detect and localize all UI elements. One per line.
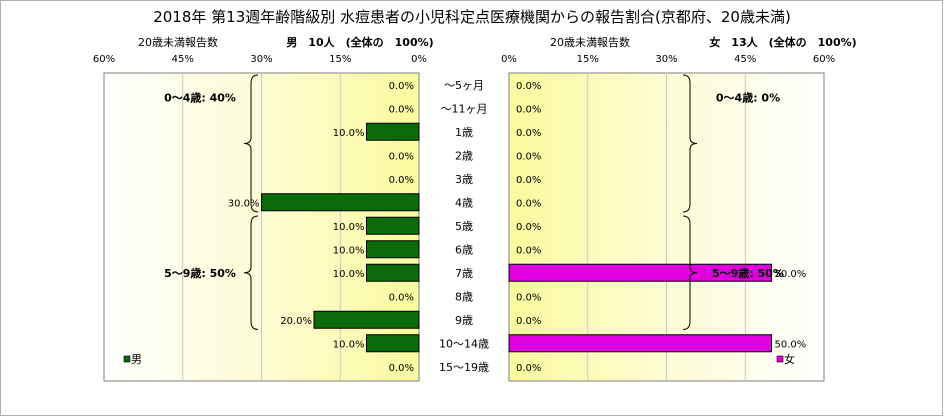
female-x-tick-label: 0%: [501, 54, 517, 65]
male-gridlines: [182, 73, 341, 381]
male-bar: [313, 310, 420, 329]
male-subtitle-total: 男 10人 (全体の 100%): [286, 35, 433, 49]
female-data-label: 0.0%: [516, 175, 541, 186]
female-data-label: 0.0%: [516, 292, 541, 303]
female-data-label: 0.0%: [516, 128, 541, 139]
age-category-label: 5歳: [455, 220, 473, 233]
age-category-label: 7歳: [455, 267, 473, 280]
male-legend-swatch: [123, 355, 131, 363]
male-bar: [366, 263, 420, 282]
male-legend: 男: [123, 353, 142, 366]
age-category-label: 8歳: [455, 290, 473, 303]
female-data-label: 50.0%: [775, 339, 807, 350]
age-category-label: 15～19歳: [439, 361, 489, 374]
female-age-group-braces: 0～4歳: 0% 5～9歳: 50%: [682, 74, 784, 330]
male-group-brace: [243, 74, 259, 213]
female-subtitle-total: 女 13人 (全体の 100%): [709, 35, 856, 49]
male-data-label: 20.0%: [280, 316, 312, 327]
male-x-axis-ticks: 60% 45% 30% 15% 0%: [93, 54, 427, 65]
male-group-label: 5～9歳: 50%: [164, 266, 236, 280]
male-x-tick-label: 60%: [93, 54, 115, 65]
female-group-label: 0～4歳: 0%: [716, 91, 780, 105]
female-data-label: 0.0%: [516, 245, 541, 256]
female-x-tick-label: 45%: [734, 54, 756, 65]
female-subtitle-count: 20歳未満報告数: [550, 36, 630, 49]
female-bar: [508, 334, 772, 353]
female-x-tick-label: 60%: [813, 54, 835, 65]
age-category-label: 9歳: [455, 314, 473, 327]
female-data-label: 0.0%: [516, 198, 541, 209]
age-category-label: 1歳: [455, 126, 473, 139]
female-bar: [508, 263, 772, 282]
male-x-tick-label: 0%: [411, 54, 427, 65]
age-category-label: 10～14歳: [439, 337, 489, 350]
age-category-label: ～5ヶ月: [444, 79, 484, 92]
male-age-group-braces: 0～4歳: 40% 5～9歳: 50%: [164, 74, 259, 330]
female-data-label: 0.0%: [516, 81, 541, 92]
male-data-label: 0.0%: [389, 81, 414, 92]
age-category-label: 4歳: [455, 196, 473, 209]
male-x-tick-label: 45%: [172, 54, 194, 65]
male-bars: 0.0% 0.0% 10.0% 0.0% 0.0% 30.0% 10.0% 10.0% 10.0…: [228, 81, 420, 374]
male-subtitle-count: 20歳未満報告数: [138, 36, 218, 49]
age-category-labels: ～5ヶ月 ～11ヶ月 1歳 2歳 3歳 4歳 5歳 6歳 7歳 8歳 9歳 10～14歳 15～19歳: [439, 79, 489, 374]
male-bar: [366, 216, 420, 235]
age-category-label: ～11ヶ月: [441, 102, 488, 115]
male-data-label: 10.0%: [333, 339, 365, 350]
male-bar: [261, 193, 420, 212]
male-data-label: 0.0%: [389, 104, 414, 115]
female-x-axis-ticks: 0% 15% 30% 45% 60%: [501, 54, 835, 65]
female-legend: 女: [776, 352, 795, 366]
male-data-label: 0.0%: [389, 363, 414, 374]
female-gridlines: [587, 73, 746, 381]
male-data-label: 0.0%: [389, 292, 414, 303]
male-bar: [366, 240, 420, 259]
age-category-label: 2歳: [455, 149, 473, 162]
age-category-label: 6歳: [455, 243, 473, 256]
female-bars: 0.0% 0.0% 0.0% 0.0% 0.0% 0.0% 0.0% 0.0% 50.0% 0.0…: [508, 81, 807, 374]
female-data-label: 0.0%: [516, 151, 541, 162]
male-data-label: 10.0%: [333, 269, 365, 280]
female-group-label: 5～9歳: 50%: [712, 266, 784, 280]
age-category-label: 3歳: [455, 173, 473, 186]
male-legend-label: 男: [131, 353, 142, 366]
female-legend-swatch: [776, 355, 784, 363]
male-data-label: 30.0%: [228, 198, 260, 209]
male-data-label: 0.0%: [389, 151, 414, 162]
male-group-label: 0～4歳: 40%: [164, 91, 236, 105]
female-data-label: 0.0%: [516, 316, 541, 327]
male-data-label: 10.0%: [333, 222, 365, 233]
female-group-brace: [682, 74, 698, 213]
female-data-label: 0.0%: [516, 363, 541, 374]
male-data-label: 10.0%: [333, 128, 365, 139]
male-bar: [366, 122, 420, 141]
male-bar: [366, 334, 420, 353]
male-data-label: 0.0%: [389, 175, 414, 186]
female-data-label: 0.0%: [516, 104, 541, 115]
female-x-tick-label: 15%: [577, 54, 599, 65]
male-data-label: 10.0%: [333, 245, 365, 256]
female-group-brace: [682, 215, 698, 330]
male-x-tick-label: 30%: [250, 54, 272, 65]
chart-title: 2018年 第13週年齢階級別 水痘患者の小児科定点医療機関からの報告割合(京都…: [153, 8, 791, 26]
female-data-label: 0.0%: [516, 222, 541, 233]
female-data-label: 50.0%: [775, 269, 807, 280]
male-x-tick-label: 15%: [329, 54, 351, 65]
female-x-tick-label: 30%: [655, 54, 677, 65]
female-legend-label: 女: [784, 352, 795, 366]
male-group-brace: [243, 215, 259, 330]
